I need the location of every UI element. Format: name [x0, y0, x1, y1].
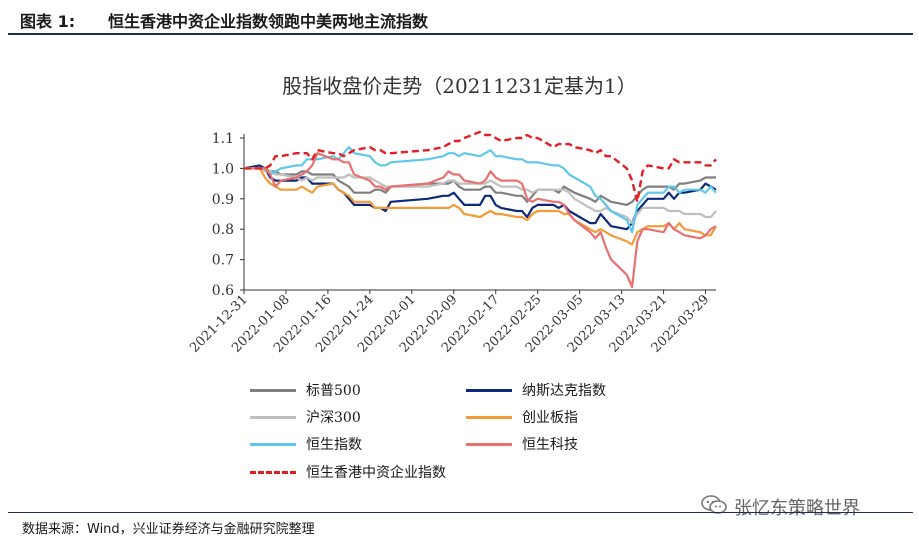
legend-swatch: [466, 389, 512, 392]
series-line-0: [244, 167, 716, 206]
top-rule: [8, 33, 913, 35]
chart-title: 股指收盘价走势（20211231定基为1）: [282, 74, 637, 98]
y-tick-label: 1.0: [212, 161, 234, 177]
y-tick-label: 1.1: [212, 131, 234, 147]
wechat-icon: [701, 495, 727, 514]
legend-label: 沪深300: [306, 410, 361, 426]
figure-header: 图表 1: 恒生香港中资企业指数领跑中美两地主流指数: [0, 0, 919, 36]
watermark-text: 张忆东策略世界: [734, 498, 860, 519]
y-tick-label: 0.9: [212, 192, 234, 208]
watermark: 张忆东策略世界: [700, 492, 910, 519]
legend-swatch: [250, 389, 296, 392]
y-tick-label: 0.6: [212, 283, 234, 299]
legend-label: 恒生科技: [522, 437, 578, 453]
series-line-6: [244, 130, 717, 204]
series-line-2: [244, 167, 717, 225]
figure-title: 恒生香港中资企业指数领跑中美两地主流指数: [108, 12, 429, 31]
legend-item: 标普500: [250, 380, 490, 400]
legend-item: 沪深300: [250, 407, 490, 427]
legend-label: 恒生指数: [306, 437, 362, 453]
legend-item: 恒生科技: [466, 434, 706, 454]
legend-item: 恒生指数: [250, 434, 490, 454]
series-line-5: [244, 152, 717, 289]
y-tick-label: 0.7: [212, 253, 234, 269]
series-line-1: [243, 164, 717, 231]
series-line-4: [244, 146, 717, 234]
legend-label: 标普500: [306, 383, 361, 399]
legend-label: 纳斯达克指数: [522, 383, 606, 399]
source-note: 数据来源：Wind，兴业证券经济与金融研究院整理: [22, 522, 315, 537]
legend-label: 创业板指: [522, 410, 578, 426]
legend-swatch: [250, 443, 296, 446]
y-tick-label: 0.8: [212, 222, 234, 238]
legend-item: 恒生香港中资企业指数: [250, 462, 490, 482]
figure-label: 图表 1:: [20, 12, 76, 31]
legend-item: 纳斯达克指数: [466, 380, 706, 400]
legend-item: 创业板指: [466, 407, 706, 427]
legend-swatch: [466, 443, 512, 446]
legend-label: 恒生香港中资企业指数: [306, 465, 446, 481]
legend-swatch: [466, 416, 512, 419]
line-chart: 0.60.70.80.91.01.12021-12-312022-01-0820…: [187, 130, 717, 356]
legend-swatch: [250, 416, 296, 419]
legend-swatch: [250, 471, 296, 474]
bottom-rule: [8, 512, 913, 513]
